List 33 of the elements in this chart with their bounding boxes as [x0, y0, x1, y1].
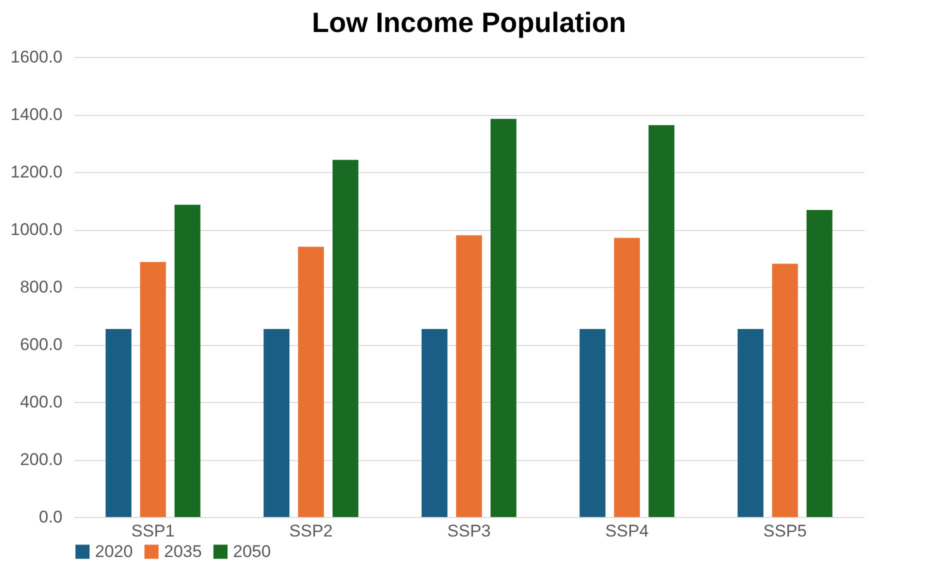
- x-tick-label: SSP4: [605, 522, 649, 540]
- y-tick-label: 1000.0: [10, 220, 62, 239]
- bar: [264, 328, 290, 517]
- bar: [490, 118, 516, 517]
- x-tick-label: SSP5: [763, 522, 807, 540]
- bar: [580, 328, 606, 517]
- bar: [140, 262, 166, 517]
- y-tick-label: 0.0: [38, 508, 62, 526]
- legend-label: 2035: [164, 542, 202, 561]
- bar: [648, 125, 674, 517]
- y-tick-label: 200.0: [20, 450, 62, 469]
- bar: [772, 264, 798, 517]
- bar: [106, 328, 132, 517]
- bar: [456, 235, 482, 517]
- y-tick-label: 1400.0: [10, 105, 62, 124]
- x-tick-label: SSP1: [131, 522, 175, 540]
- y-tick-label: 800.0: [20, 278, 62, 296]
- x-tick-label: SSP2: [289, 522, 333, 540]
- legend-label: 2050: [233, 542, 271, 561]
- bar: [332, 160, 358, 517]
- bar: [422, 328, 448, 517]
- y-tick-label: 400.0: [20, 392, 62, 412]
- bar: [298, 246, 324, 517]
- legend-label: 2020: [95, 542, 133, 561]
- chart-title: Low Income Population: [312, 7, 626, 38]
- bar: [806, 210, 832, 517]
- bar: [614, 238, 640, 517]
- y-tick-label: 600.0: [20, 335, 62, 354]
- y-tick-label: 1600.0: [10, 48, 62, 66]
- bar: [174, 204, 200, 517]
- y-tick-label: 1200.0: [10, 162, 62, 182]
- bar: [738, 328, 764, 517]
- x-tick-label: SSP3: [447, 522, 491, 540]
